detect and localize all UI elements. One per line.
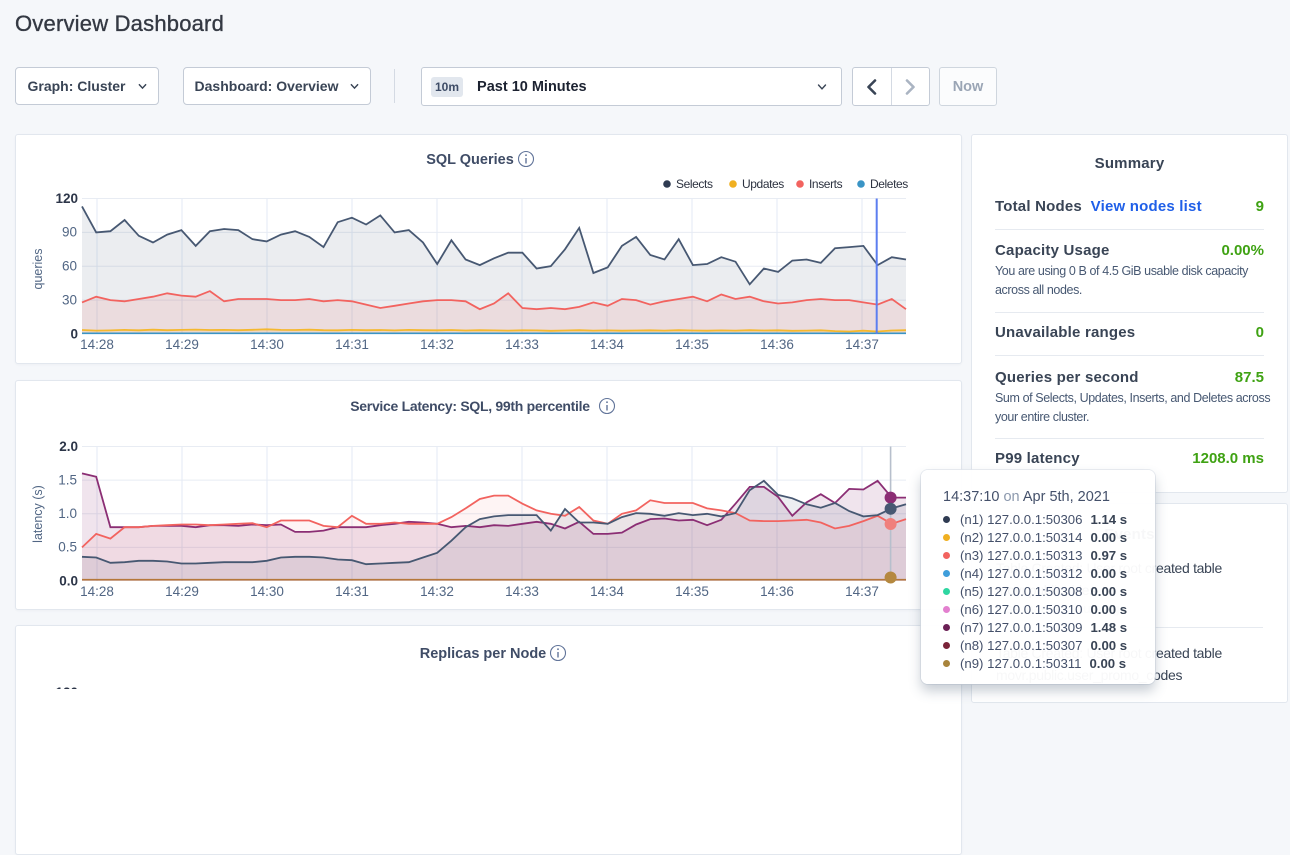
svg-text:14:36: 14:36	[760, 584, 794, 599]
svg-text:120: 120	[55, 685, 78, 689]
svg-text:Selects: Selects	[676, 177, 713, 191]
svg-text:Service Latency: SQL, 99th per: Service Latency: SQL, 99th percentile	[350, 398, 590, 414]
svg-text:14:29: 14:29	[165, 337, 199, 352]
svg-text:120: 120	[55, 191, 78, 206]
svg-text:1.0: 1.0	[58, 506, 77, 521]
svg-text:0: 0	[70, 326, 78, 341]
svg-text:14:35: 14:35	[675, 584, 709, 599]
svg-text:Replicas per Node: Replicas per Node	[420, 646, 547, 662]
svg-text:14:37: 14:37	[845, 584, 879, 599]
svg-text:30: 30	[62, 292, 77, 307]
svg-text:1.5: 1.5	[58, 472, 77, 487]
svg-text:Updates: Updates	[742, 177, 784, 191]
svg-text:14:33: 14:33	[505, 337, 539, 352]
svg-text:14:31: 14:31	[335, 584, 369, 599]
svg-text:14:29: 14:29	[165, 584, 199, 599]
svg-text:14:33: 14:33	[505, 584, 539, 599]
svg-text:14:36: 14:36	[760, 337, 794, 352]
svg-text:14:35: 14:35	[675, 337, 709, 352]
svg-text:Inserts: Inserts	[809, 177, 843, 191]
svg-text:14:37: 14:37	[845, 337, 879, 352]
svg-text:14:34: 14:34	[590, 584, 624, 599]
svg-text:14:28: 14:28	[80, 337, 114, 352]
svg-text:latency (s): latency (s)	[31, 485, 45, 543]
svg-text:14:34: 14:34	[590, 337, 624, 352]
svg-text:14:30: 14:30	[250, 584, 284, 599]
svg-text:14:32: 14:32	[420, 337, 454, 352]
svg-text:14:30: 14:30	[250, 337, 284, 352]
svg-text:0.0: 0.0	[59, 573, 78, 588]
svg-text:90: 90	[62, 225, 77, 240]
svg-text:0.5: 0.5	[58, 540, 77, 555]
svg-text:Deletes: Deletes	[870, 177, 908, 191]
svg-text:SQL Queries: SQL Queries	[426, 152, 514, 168]
svg-text:queries: queries	[31, 249, 45, 290]
svg-text:14:32: 14:32	[420, 584, 454, 599]
svg-text:2.0: 2.0	[59, 439, 78, 454]
svg-text:60: 60	[62, 259, 77, 274]
svg-text:14:31: 14:31	[335, 337, 369, 352]
svg-text:14:28: 14:28	[80, 584, 114, 599]
